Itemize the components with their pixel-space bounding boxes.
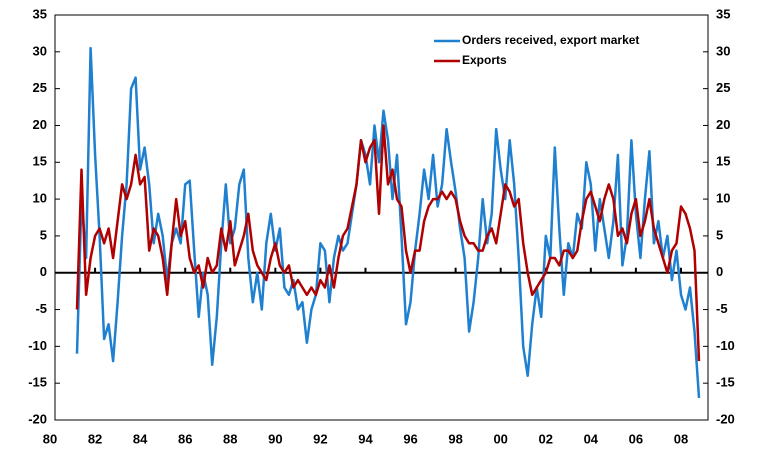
x-tick-label: 00 xyxy=(493,431,507,446)
y-tick-label: 20 xyxy=(33,117,47,132)
legend-label: Orders received, export market xyxy=(462,33,639,47)
x-tick-label: 96 xyxy=(403,431,417,446)
y2-tick-label: 15 xyxy=(716,154,730,169)
y2-tick-label: 5 xyxy=(716,227,723,242)
legend-label: Exports xyxy=(462,53,507,67)
x-tick-label: 84 xyxy=(133,431,148,446)
series-line xyxy=(75,124,701,362)
x-tick-label: 82 xyxy=(88,431,102,446)
x-tick-label: 88 xyxy=(223,431,237,446)
y-tick-label: -10 xyxy=(28,338,47,353)
y2-tick-label: -15 xyxy=(716,375,735,390)
series-line xyxy=(75,46,701,398)
y-tick-label: 30 xyxy=(33,43,47,58)
x-tick-label: 08 xyxy=(674,431,688,446)
y2-tick-label: 35 xyxy=(716,6,730,21)
y-tick-label: 35 xyxy=(33,6,47,21)
y-tick-label: -20 xyxy=(28,411,47,426)
x-tick-label: 04 xyxy=(584,431,599,446)
y2-tick-label: 30 xyxy=(716,43,730,58)
y-tick-label: 15 xyxy=(33,154,47,169)
y2-tick-label: 20 xyxy=(716,117,730,132)
x-tick-label: 02 xyxy=(539,431,553,446)
y2-tick-label: 25 xyxy=(716,80,730,95)
y2-tick-label: -5 xyxy=(716,301,728,316)
x-tick-label: 94 xyxy=(358,431,373,446)
y2-tick-label: -20 xyxy=(716,411,735,426)
y-tick-label: 5 xyxy=(40,227,47,242)
y2-tick-label: -10 xyxy=(716,338,735,353)
x-tick-label: 80 xyxy=(43,431,57,446)
y2-tick-label: 10 xyxy=(716,191,730,206)
x-tick-label: 98 xyxy=(448,431,462,446)
x-tick-label: 86 xyxy=(178,431,192,446)
y-tick-label: 25 xyxy=(33,80,47,95)
y2-tick-label: 0 xyxy=(716,264,723,279)
y-tick-label: -15 xyxy=(28,375,47,390)
y-tick-label: 10 xyxy=(33,191,47,206)
x-tick-label: 06 xyxy=(629,431,643,446)
plot-frame xyxy=(54,14,709,421)
x-tick-label: 92 xyxy=(313,431,327,446)
x-tick-label: 90 xyxy=(268,431,282,446)
y-tick-label: 0 xyxy=(40,264,47,279)
y-tick-label: -5 xyxy=(35,301,47,316)
legend-box xyxy=(430,29,700,83)
